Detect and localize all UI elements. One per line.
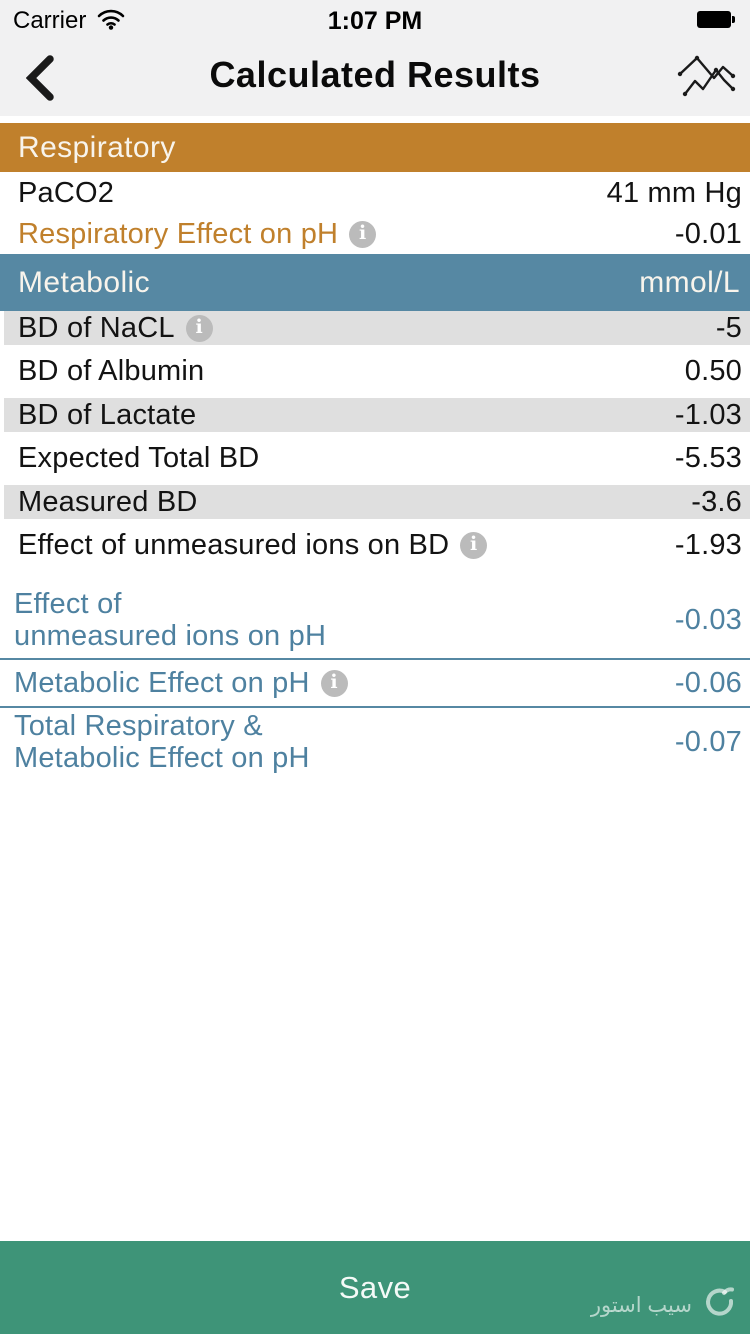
- respiratory-section-header: Respiratory: [0, 123, 750, 172]
- row-metabolic-effect-ph: Metabolic Effect on pH -0.06: [0, 660, 750, 706]
- save-button[interactable]: Save سيب استور: [0, 1241, 750, 1334]
- row-expected-total-bd: Expected Total BD -5.53: [0, 432, 750, 485]
- row-value: -0.01: [674, 217, 742, 250]
- row-value: -1.03: [674, 398, 742, 431]
- row-label: BD of Lactate: [18, 398, 197, 431]
- divider: [0, 706, 750, 708]
- clock: 1:07 PM: [327, 7, 423, 35]
- top-chrome: Carrier 1:07 PM: [0, 0, 750, 116]
- trends-button[interactable]: [674, 50, 740, 108]
- watermark: سيب استور: [591, 1284, 736, 1326]
- row-label: Metabolic Effect on pH: [14, 666, 310, 699]
- battery-icon: [697, 11, 737, 29]
- row-value: -5.53: [674, 442, 742, 474]
- page-title: Calculated Results: [209, 54, 541, 95]
- carrier-label: Carrier: [13, 7, 87, 34]
- row-value: -0.06: [674, 666, 742, 699]
- row-bd-nacl: BD of NaCL -5: [4, 311, 750, 345]
- row-bd-albumin: BD of Albumin 0.50: [0, 345, 750, 398]
- row-paco2: PaCO2 41 mm Hg: [0, 172, 750, 214]
- info-icon[interactable]: [349, 220, 377, 248]
- row-label: BD of Albumin: [18, 355, 205, 387]
- wifi-icon: [97, 9, 125, 36]
- info-icon[interactable]: [185, 314, 213, 342]
- watermark-text: سيب استور: [590, 1293, 692, 1317]
- apple-store-logo-icon: [700, 1284, 736, 1326]
- status-bar: Carrier 1:07 PM: [0, 0, 750, 40]
- row-value: -0.03: [674, 603, 742, 636]
- navigation-bar: Calculated Results: [0, 40, 750, 116]
- save-button-label: Save: [338, 1269, 412, 1305]
- row-label: Expected Total BD: [18, 442, 260, 474]
- unit-label: mmol/L: [639, 265, 740, 299]
- row-value: -3.6: [691, 485, 742, 518]
- row-value: -1.93: [674, 528, 742, 561]
- chevron-left-icon: [25, 54, 54, 107]
- row-measured-bd: Measured BD -3.6: [4, 485, 750, 519]
- row-label: Respiratory Effect on pH: [18, 217, 339, 250]
- trends-chart-icon: [676, 52, 738, 107]
- row-effect-unmeasured-ions-bd: Effect of unmeasured ions on BD -1.93: [0, 519, 750, 571]
- section-title: Metabolic: [18, 265, 150, 299]
- row-value: 41 mm Hg: [606, 176, 742, 209]
- row-value: -5: [715, 311, 742, 344]
- row-label: BD of NaCL: [18, 311, 175, 344]
- section-title: Respiratory: [18, 130, 176, 164]
- divider: [0, 658, 750, 660]
- metabolic-section-header: Metabolic mmol/L: [0, 254, 750, 311]
- row-value: -0.07: [674, 725, 742, 758]
- row-respiratory-effect-ph: Respiratory Effect on pH -0.01: [0, 214, 750, 254]
- row-effect-unmeasured-ions-ph: Effect of unmeasured ions on pH -0.03: [0, 582, 750, 658]
- row-label: PaCO2: [18, 176, 115, 209]
- row-bd-lactate: BD of Lactate -1.03: [4, 398, 750, 432]
- info-icon[interactable]: [320, 669, 348, 697]
- back-button[interactable]: [16, 52, 64, 108]
- row-label: Measured BD: [18, 485, 198, 518]
- row-value: 0.50: [684, 355, 742, 387]
- row-label: Effect of unmeasured ions on BD: [18, 528, 450, 561]
- row-label: Total Respiratory & Metabolic Effect on …: [14, 710, 310, 774]
- info-icon[interactable]: [460, 531, 488, 559]
- row-label: Effect of unmeasured ions on pH: [14, 588, 327, 652]
- row-total-resp-metabolic-effect-ph: Total Respiratory & Metabolic Effect on …: [0, 708, 750, 776]
